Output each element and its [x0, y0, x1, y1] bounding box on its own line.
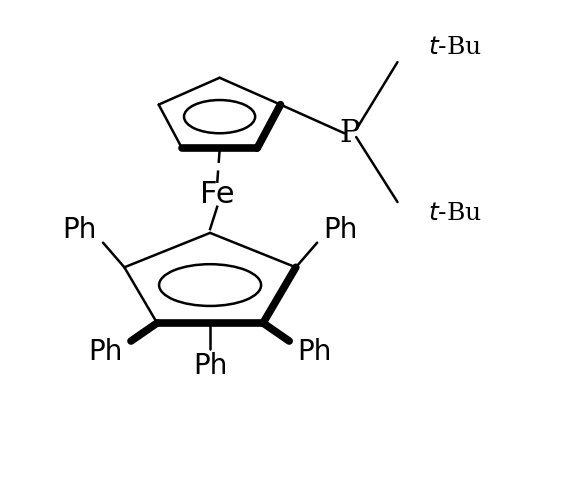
Text: Fe: Fe [200, 180, 235, 209]
Text: $t$-Bu: $t$-Bu [428, 203, 482, 226]
Text: $t$-Bu: $t$-Bu [428, 36, 482, 60]
Text: Ph: Ph [89, 338, 123, 366]
Text: Ph: Ph [62, 216, 97, 244]
Text: Ph: Ph [193, 352, 227, 380]
Text: Ph: Ph [297, 338, 332, 366]
Text: Ph: Ph [324, 216, 358, 244]
Text: P: P [340, 118, 360, 149]
